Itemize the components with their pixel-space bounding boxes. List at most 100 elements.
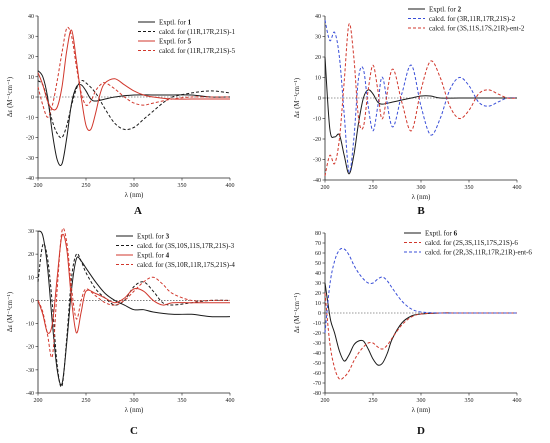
x-axis-label: λ (nm)	[412, 193, 431, 201]
y-axis-label: Δε (M⁻¹cm⁻¹)	[6, 76, 14, 117]
y-tick-label: -30	[26, 368, 34, 374]
chart-panel-A: -40 -30 -20 -10 0 10 20 30 40 200 250 300 350 400 λ (n…	[6, 14, 236, 217]
y-axis-label: Δε (M⁻¹cm⁻¹)	[293, 292, 301, 333]
y-tick-label: 30	[28, 34, 34, 40]
x-tick-label: 200	[321, 398, 330, 404]
x-tick-label: 400	[226, 398, 235, 404]
y-tick-label: 80	[315, 231, 321, 237]
y-tick-label: -70	[313, 381, 321, 387]
legend-text-suffix: S,10S,11S,17R,21S)-3	[171, 242, 235, 250]
x-tick-label: 400	[513, 398, 522, 404]
legend-text-suffix: R,3S,11R,17R,21R)-ent-6	[459, 249, 532, 257]
x-tick-label: 200	[34, 183, 43, 189]
series-line-1	[37, 70, 231, 167]
legend-entry: calcd. for (3S,10S,11S,17R,21S)-3	[137, 242, 235, 250]
y-tick-label: 40	[28, 14, 34, 20]
legend-compound-number: 5	[188, 38, 192, 46]
legend-entry: Exptl. for 3	[137, 233, 170, 241]
y-tick-label: -40	[313, 351, 321, 357]
legend-entry: Exptl. for 2	[429, 6, 462, 14]
legend-text-prefix: Exptl. for	[429, 6, 458, 14]
y-tick-label: -20	[26, 345, 34, 351]
y-tick-label: -30	[26, 156, 34, 162]
y-tick-label: 10	[315, 76, 321, 82]
y-tick-label: 10	[28, 75, 34, 81]
y-tick-label: 0	[31, 95, 34, 101]
y-tick-label: 20	[28, 252, 34, 258]
legend-entry: Exptl. for 1	[159, 19, 192, 27]
y-tick-label: 70	[315, 241, 321, 247]
y-tick-label: -30	[313, 341, 321, 347]
y-tick-label: 10	[315, 301, 321, 307]
y-tick-label: 40	[315, 14, 321, 20]
panel-letter: B	[417, 205, 425, 217]
legend-compound-number: 6	[454, 230, 458, 238]
legend-text-suffix: R,11R,17R,21S)-2	[463, 15, 516, 23]
series-line-1	[324, 56, 517, 175]
legend-text-prefix: Exptl. for	[137, 233, 166, 241]
legend-text-suffix: R,17R,21S)-1	[196, 28, 235, 36]
legend-text-prefix: calcd. for (11	[159, 47, 197, 55]
x-tick-label: 400	[226, 183, 235, 189]
y-tick-label: -20	[26, 136, 34, 142]
x-axis-label: λ (nm)	[412, 406, 431, 414]
legend-entry: calcd. for (2R,3S,11R,17R,21R)-ent-6	[425, 249, 532, 257]
x-tick-label: 300	[417, 185, 426, 191]
y-tick-label: -40	[26, 391, 34, 397]
legend-entry: Exptl. for 6	[425, 230, 458, 238]
y-tick-label: -40	[313, 178, 321, 184]
y-tick-label: 10	[28, 275, 34, 281]
series-line-1	[324, 282, 517, 366]
legend-text-prefix: Exptl. for	[425, 230, 454, 238]
series-line-2	[37, 243, 231, 388]
y-tick-label: -20	[313, 331, 321, 337]
series-line-3	[37, 29, 230, 131]
x-tick-label: 300	[417, 398, 426, 404]
legend-text-prefix: calcd. for (3	[137, 242, 172, 250]
series-line-2	[37, 79, 231, 139]
legend-entry: calcd. for (11R,17R,21S)-5	[159, 47, 236, 55]
y-tick-label: 20	[315, 55, 321, 61]
panel-letter: A	[134, 205, 142, 217]
x-tick-label: 250	[82, 183, 91, 189]
y-tick-label: -40	[26, 176, 34, 182]
y-tick-label: -10	[26, 322, 34, 328]
legend-text-prefix: calcd. for (11	[159, 28, 197, 36]
y-tick-label: 20	[28, 55, 34, 61]
legend-compound-number: 2	[458, 6, 462, 14]
legend-entry: calcd. for (3R,11R,17R,21S)-2	[429, 15, 516, 23]
y-tick-label: 0	[31, 298, 34, 304]
legend-text-prefix: calcd. for (3	[137, 261, 172, 269]
x-tick-label: 300	[130, 398, 139, 404]
y-tick-label: 60	[315, 251, 321, 257]
series-line-2	[324, 292, 517, 380]
x-tick-label: 200	[321, 185, 330, 191]
legend-text-prefix: calcd. for (2	[425, 239, 460, 247]
legend-entry: calcd. for (3S,10R,11R,17S,21S)-4	[137, 261, 235, 269]
panel-letter: C	[130, 425, 138, 437]
y-tick-label: 30	[28, 229, 34, 235]
y-tick-label: -10	[313, 117, 321, 123]
legend-text-prefix: calcd. for (3	[429, 15, 464, 23]
chart-panel-B: -40 -30 -20 -10 0 10 20 30 40 200 250 300 350 400 λ (n…	[293, 6, 525, 218]
x-tick-label: 350	[178, 183, 187, 189]
x-axis-label: λ (nm)	[125, 406, 144, 414]
x-tick-label: 350	[178, 398, 187, 404]
x-tick-label: 250	[369, 185, 378, 191]
legend-compound-number: 1	[188, 19, 192, 27]
legend-entry: calcd. for (2S,3S,11S,17S,21S)-6	[425, 239, 518, 247]
legend-text-suffix: R,17R,21S)-5	[196, 47, 235, 55]
legend-text-suffix: S,3S,11S,17S,21S)-6	[459, 239, 518, 247]
x-tick-label: 300	[130, 183, 139, 189]
legend-text-suffix: S,10R,11R,17S,21S)-4	[171, 261, 235, 269]
series-line-3	[324, 247, 517, 334]
y-tick-label: -50	[313, 361, 321, 367]
x-tick-label: 350	[465, 398, 474, 404]
legend-text-prefix: Exptl. for	[137, 252, 166, 260]
series-line-1	[37, 230, 231, 386]
legend-text-suffix: S,11S,17S,21R)-ent-2	[463, 25, 525, 33]
legend-text-prefix: Exptl. for	[159, 38, 188, 46]
y-tick-label: 0	[318, 311, 321, 317]
x-tick-label: 250	[82, 398, 91, 404]
series-line-4	[37, 26, 230, 118]
